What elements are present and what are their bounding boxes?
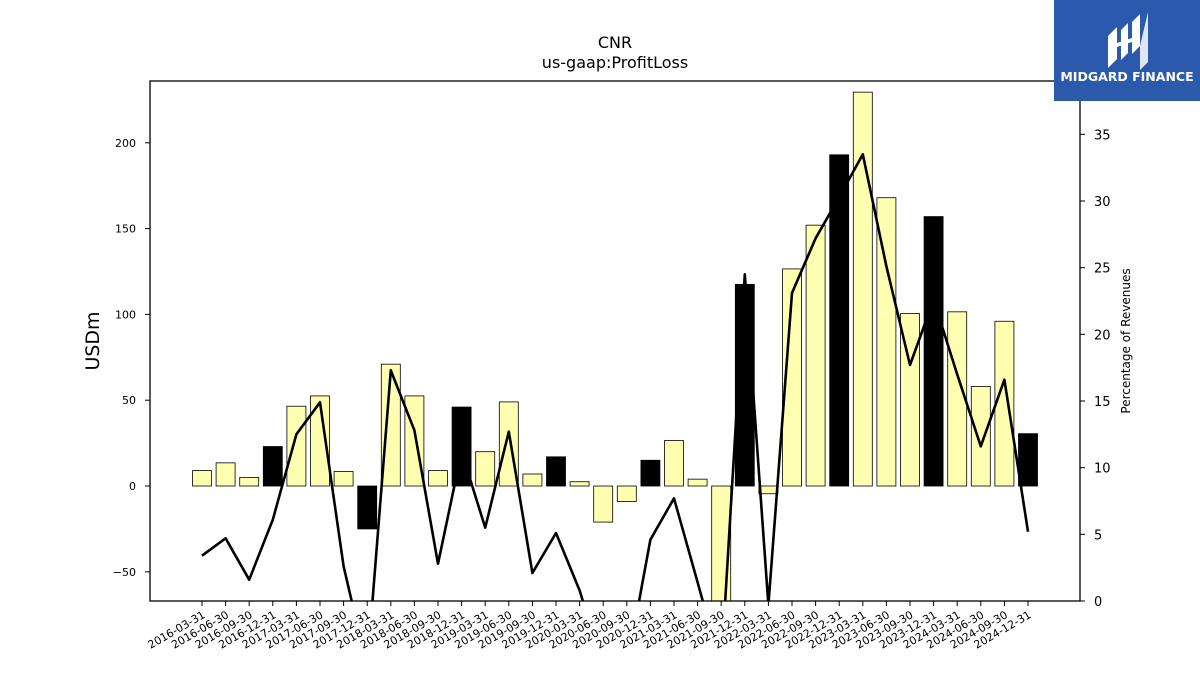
bar-2020-09-30	[616, 485, 637, 502]
y-tick-label-left: 150	[115, 223, 136, 236]
chart-subtitle: us-gaap:ProfitLoss	[542, 53, 688, 72]
axes-group: −50050100150200051015202530352016-03-312…	[113, 80, 1111, 652]
bar-2020-12-31	[640, 459, 661, 487]
bar-2018-03-31	[380, 363, 401, 487]
bar-2022-06-30	[782, 268, 802, 487]
bar-2024-12-31	[1018, 433, 1038, 487]
y-axis-label-left: USDm	[82, 311, 104, 370]
y-tick-label-right: 35	[1094, 128, 1111, 143]
bar-2017-03-31	[286, 405, 307, 487]
line-group	[201, 153, 1030, 601]
bars-group	[192, 91, 1038, 601]
bar-2023-09-30	[900, 313, 920, 487]
bar-2024-06-30	[970, 386, 991, 487]
bar-2016-03-31	[192, 470, 212, 487]
bar-2017-09-30	[333, 471, 354, 487]
bar-2018-09-30	[428, 470, 448, 487]
y-tick-label-right: 15	[1094, 395, 1111, 410]
y-tick-label-left: −50	[113, 566, 136, 579]
bar-2017-12-31	[357, 485, 378, 530]
bar-2016-09-30	[239, 477, 260, 487]
y-tick-label-right: 10	[1094, 462, 1111, 477]
y-tick-label-left: 200	[115, 137, 136, 150]
plot-frame	[149, 80, 1081, 602]
y-tick-label-left: 50	[122, 394, 136, 407]
y-tick-label-left: 100	[115, 308, 136, 321]
chart-title: CNR	[598, 33, 632, 52]
y-tick-label-right: 0	[1094, 595, 1102, 610]
y-tick-label-right: 25	[1094, 262, 1111, 277]
bar-2016-12-31	[262, 446, 283, 487]
bar-2017-06-30	[310, 395, 330, 487]
bar-2020-03-31	[569, 481, 590, 487]
bar-2019-12-31	[546, 456, 566, 487]
bar-2022-03-31	[758, 485, 779, 495]
y-tick-label-right: 5	[1094, 528, 1102, 543]
y-tick-label-right: 30	[1094, 195, 1111, 210]
bar-2019-03-31	[475, 451, 496, 487]
midgard-finance-logo: MIDGARD FINANCE	[1054, 0, 1200, 101]
logo-mark-icon	[1108, 12, 1148, 70]
bar-2023-03-31	[852, 91, 873, 487]
bar-2024-09-30	[994, 320, 1015, 487]
bar-2024-03-31	[947, 311, 968, 487]
logo-wordmark: MIDGARD FINANCE	[1060, 69, 1193, 84]
bar-2020-06-30	[593, 485, 614, 523]
y-axis-label-right: Percentage of Revenues	[1119, 268, 1133, 413]
y-tick-label-left: 0	[129, 480, 136, 493]
y-tick-label-right: 20	[1094, 328, 1111, 343]
bar-2022-12-31	[829, 154, 850, 487]
bar-2019-09-30	[522, 473, 543, 487]
percentage-line	[201, 153, 1030, 601]
bar-2023-12-31	[923, 216, 944, 487]
bar-2021-06-30	[687, 478, 708, 487]
bar-2022-09-30	[805, 224, 826, 487]
bar-2021-03-31	[664, 440, 684, 487]
bar-2016-06-30	[215, 462, 236, 487]
bar-2023-06-30	[876, 197, 897, 487]
